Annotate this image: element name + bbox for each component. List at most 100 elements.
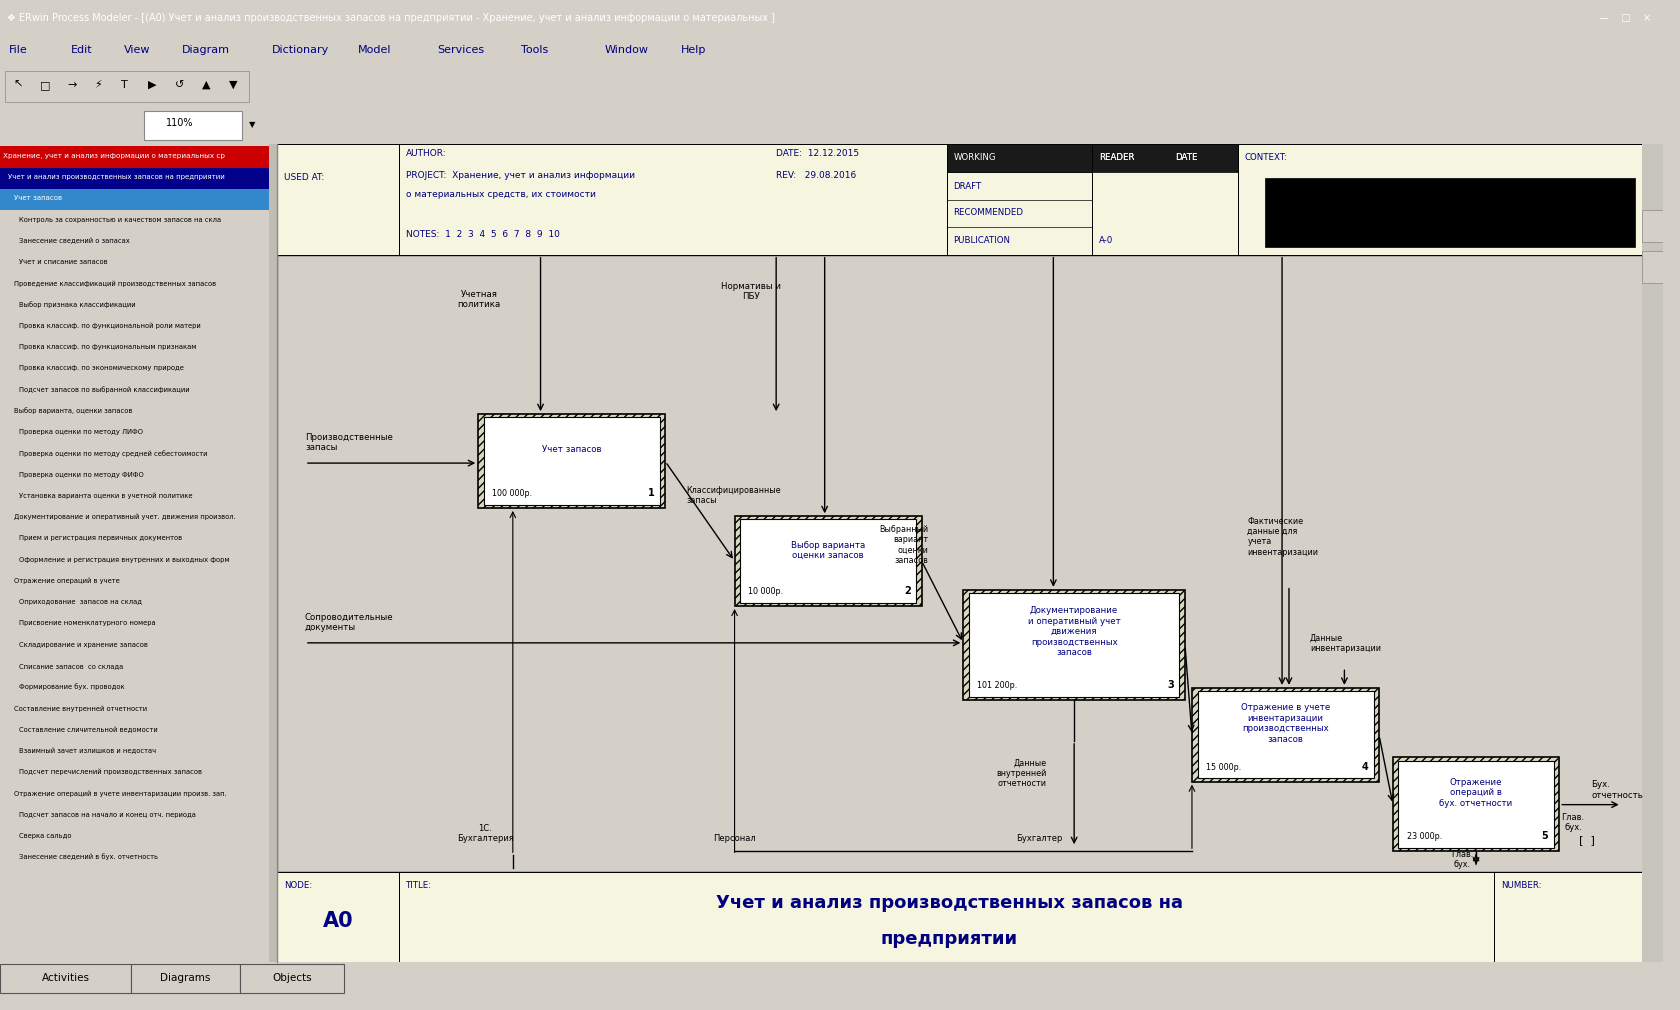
Text: 4: 4 bbox=[1361, 762, 1368, 772]
Text: Персонал: Персонал bbox=[714, 834, 756, 843]
Text: Dictionary: Dictionary bbox=[272, 44, 329, 55]
Bar bbox=[1494, 872, 1663, 962]
Text: Diagram: Diagram bbox=[181, 44, 230, 55]
Text: REV:   29.08.2016: REV: 29.08.2016 bbox=[776, 171, 857, 180]
Text: Глав.
бух.: Глав. бух. bbox=[1561, 813, 1584, 832]
Bar bbox=[400, 144, 946, 255]
Text: Tools: Tools bbox=[521, 44, 548, 55]
Text: Бух.
отчетность: Бух. отчетность bbox=[1591, 781, 1643, 800]
Bar bbox=[1092, 144, 1238, 255]
Text: □: □ bbox=[40, 80, 50, 90]
Text: Фактические
данные для
учета
инвентаризации: Фактические данные для учета инвентариза… bbox=[1247, 516, 1319, 557]
Bar bbox=[277, 872, 400, 962]
Text: Составление сличительной ведомости: Составление сличительной ведомости bbox=[20, 726, 158, 733]
Bar bbox=[1092, 144, 1238, 172]
Bar bbox=[400, 872, 1494, 962]
Bar bbox=[1393, 758, 1559, 851]
Text: NUMBER:: NUMBER: bbox=[1500, 881, 1542, 890]
Text: DRAFT: DRAFT bbox=[954, 182, 981, 191]
Bar bbox=[277, 144, 400, 255]
Bar bbox=[1265, 178, 1636, 246]
Text: Глав.
бух.: Глав. бух. bbox=[1452, 849, 1473, 869]
Bar bbox=[946, 144, 1238, 255]
Text: Классифицированные
запасы: Классифицированные запасы bbox=[685, 486, 781, 505]
Text: Хранение, учет и анализ информации о материальных ср: Хранение, учет и анализ информации о мат… bbox=[3, 153, 225, 159]
Text: Формирование бух. проводок: Формирование бух. проводок bbox=[20, 684, 124, 691]
Text: Отражение в учете
инвентаризации
производственных
запасов: Отражение в учете инвентаризации произво… bbox=[1242, 703, 1331, 743]
Text: ▼: ▼ bbox=[228, 80, 237, 90]
Bar bbox=[734, 516, 922, 606]
Text: Проверка оценки по методу ЛИФО: Проверка оценки по методу ЛИФО bbox=[20, 429, 143, 435]
Text: A-0: A-0 bbox=[1099, 236, 1114, 244]
Text: 5: 5 bbox=[1542, 831, 1549, 841]
Bar bbox=[969, 593, 1179, 697]
Text: 110%: 110% bbox=[166, 118, 193, 128]
Text: RECOMMENDED: RECOMMENDED bbox=[954, 208, 1023, 217]
Text: Проверка оценки по методу ФИФО: Проверка оценки по методу ФИФО bbox=[20, 472, 144, 478]
Bar bbox=[479, 414, 665, 508]
Text: 100 000р.: 100 000р. bbox=[492, 489, 533, 498]
Text: READER: READER bbox=[1099, 154, 1134, 163]
Text: Учет и анализ производственных запасов на предприятии: Учет и анализ производственных запасов н… bbox=[8, 174, 225, 180]
Text: File: File bbox=[8, 44, 27, 55]
Text: ↺: ↺ bbox=[175, 80, 185, 90]
Text: CONTEXT:: CONTEXT: bbox=[1245, 154, 1287, 163]
Text: Контроль за сохранностью и качеством запасов на скла: Контроль за сохранностью и качеством зап… bbox=[20, 217, 222, 222]
Text: Бухгалтер: Бухгалтер bbox=[1016, 834, 1063, 843]
Text: Сопроводительные
документы: Сопроводительные документы bbox=[306, 613, 393, 632]
Text: READER: READER bbox=[1099, 154, 1134, 163]
Text: Документирование и оперативный учет. движения произвол.: Документирование и оперативный учет. дви… bbox=[13, 514, 235, 520]
Text: Производственные
запасы: Производственные запасы bbox=[306, 433, 393, 452]
Bar bbox=[277, 144, 1663, 255]
Bar bbox=[946, 144, 1092, 172]
Text: 2: 2 bbox=[904, 586, 911, 596]
Text: Учет и списание запасов: Учет и списание запасов bbox=[20, 260, 108, 266]
Bar bbox=[5, 71, 249, 102]
Text: Нормативы и
ПБУ: Нормативы и ПБУ bbox=[721, 282, 781, 301]
Text: DATE: DATE bbox=[1176, 154, 1198, 163]
Text: 10 000р.: 10 000р. bbox=[749, 587, 783, 596]
Text: 3: 3 bbox=[1168, 681, 1174, 690]
Text: Проверка оценки по методу средней себестоимости: Проверка оценки по методу средней себест… bbox=[20, 450, 208, 457]
Text: 101 200р.: 101 200р. bbox=[978, 682, 1018, 690]
Text: Edit: Edit bbox=[71, 44, 92, 55]
Bar bbox=[269, 144, 277, 962]
Text: 15 000р.: 15 000р. bbox=[1206, 763, 1242, 772]
Bar bbox=[0, 146, 269, 168]
Text: Учет запасов: Учет запасов bbox=[13, 196, 62, 201]
Text: ▲: ▲ bbox=[202, 80, 210, 90]
Text: Подсчет запасов по выбранной классификации: Подсчет запасов по выбранной классификац… bbox=[20, 386, 190, 393]
Bar bbox=[1643, 144, 1663, 962]
Text: USED AT:: USED AT: bbox=[284, 173, 324, 182]
Text: Оприходование  запасов на склад: Оприходование запасов на склад bbox=[20, 599, 143, 605]
Text: Выбранный
вариант
оценки
запасов: Выбранный вариант оценки запасов bbox=[880, 525, 929, 565]
Text: ⚡: ⚡ bbox=[94, 80, 102, 90]
Text: Учет запасов: Учет запасов bbox=[543, 445, 601, 455]
Text: 1С.
Бухгалтерия: 1С. Бухгалтерия bbox=[457, 823, 514, 843]
Bar bbox=[144, 111, 242, 139]
Text: Занесение сведений о запасах: Занесение сведений о запасах bbox=[20, 237, 129, 244]
Text: Проведение классификаций производственных запасов: Проведение классификаций производственны… bbox=[13, 280, 217, 287]
Bar bbox=[1643, 210, 1663, 242]
Text: A0: A0 bbox=[323, 911, 353, 931]
Text: Objects: Objects bbox=[272, 974, 312, 984]
Text: Учетная
политика: Учетная политика bbox=[457, 290, 501, 309]
Text: View: View bbox=[124, 44, 151, 55]
Text: Выбор варианта, оценки запасов: Выбор варианта, оценки запасов bbox=[13, 407, 133, 414]
Text: WORKING: WORKING bbox=[954, 154, 996, 163]
Bar bbox=[131, 964, 240, 993]
Text: ▼: ▼ bbox=[249, 120, 255, 129]
Text: Складирование и хранение запасов: Складирование и хранение запасов bbox=[20, 641, 148, 647]
Text: Документирование
и оперативный учет
движения
производственных
запасов: Документирование и оперативный учет движ… bbox=[1028, 606, 1121, 656]
Text: Провка классиф. по функциональной роли матери: Провка классиф. по функциональной роли м… bbox=[20, 322, 202, 329]
Text: 23 000р.: 23 000р. bbox=[1406, 832, 1441, 841]
Text: Составление внутренней отчетности: Составление внутренней отчетности bbox=[13, 705, 146, 712]
Text: Services: Services bbox=[437, 44, 484, 55]
Text: AUTHOR:: AUTHOR: bbox=[407, 148, 447, 158]
Text: Провка классиф. по экономическому природе: Провка классиф. по экономическому природ… bbox=[20, 366, 185, 372]
Bar bbox=[0, 964, 131, 993]
Bar bbox=[0, 189, 269, 210]
Text: Занесение сведений в бух. отчетность: Занесение сведений в бух. отчетность bbox=[20, 853, 158, 861]
Bar bbox=[1238, 144, 1663, 255]
Text: Сверка сальдо: Сверка сальдо bbox=[20, 833, 72, 838]
